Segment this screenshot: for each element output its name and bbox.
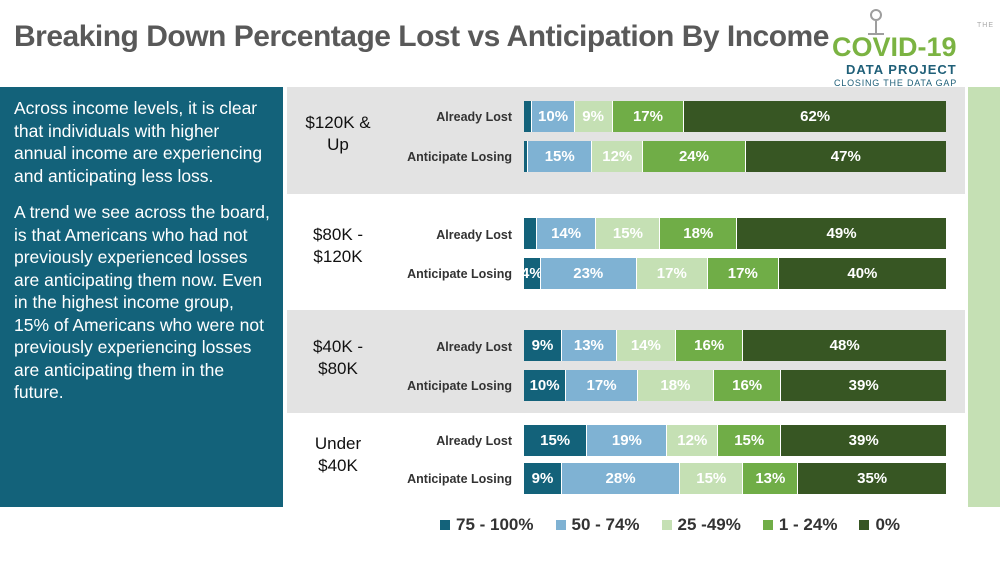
row-label-anticipate-losing: Anticipate Losing <box>407 472 512 486</box>
row-label-already-lost: Already Lost <box>436 434 512 448</box>
person-icon <box>868 9 884 35</box>
segment-0: 40% <box>778 258 946 289</box>
legend-label: 25 -49% <box>677 515 741 534</box>
segment-1-24: 18% <box>660 218 738 249</box>
segment-50-74: 10% <box>532 101 575 132</box>
segment-1-24: 16% <box>675 330 744 361</box>
segment-75-100: 10% <box>524 370 567 401</box>
group-label-40k-80k: $40K - $80K <box>312 337 364 378</box>
segment-75-100: 9% <box>524 330 562 361</box>
legend-swatch <box>555 520 566 530</box>
segment-50-74: 13% <box>561 330 617 361</box>
segment-25-49: 15% <box>680 463 744 494</box>
legend-item-1-24: 1 - 24% <box>762 515 838 535</box>
legend-label: 75 - 100% <box>456 515 534 534</box>
segment-75-100 <box>524 218 537 249</box>
legend-item-0: 0% <box>859 515 900 535</box>
segment-25-49: 18% <box>637 370 714 401</box>
segment-1-24: 17% <box>612 101 685 132</box>
insight-paragraph-1: Across income levels, it is clear that i… <box>14 98 263 186</box>
stacked-bar: 15% 19% 12% 15% 39% <box>524 425 946 456</box>
stacked-bar: 9% 13% 14% 16% 48% <box>524 330 946 361</box>
logo-the-text: THE <box>977 22 994 29</box>
logo-sub-text: DATA PROJECT <box>846 62 957 77</box>
segment-50-74: 14% <box>536 218 597 249</box>
segment-25-49: 12% <box>592 141 644 172</box>
segment-1-24: 15% <box>718 425 782 456</box>
segment-25-49: 15% <box>596 218 661 249</box>
chart-legend: 75 - 100% 50 - 74% 25 -49% 1 - 24% 0% <box>440 514 922 536</box>
row-label-already-lost: Already Lost <box>436 110 512 124</box>
stacked-bar: 15% 12% 24% 47% <box>524 141 946 172</box>
logo-tagline: CLOSING THE DATA GAP <box>834 78 958 88</box>
segment-0: 39% <box>781 370 946 401</box>
right-accent-strip <box>968 87 1000 507</box>
segment-1-24: 16% <box>713 370 782 401</box>
segment-25-49: 12% <box>667 425 719 456</box>
legend-swatch <box>440 520 450 530</box>
segment-75-100: 4% <box>524 258 541 289</box>
segment-25-49: 9% <box>574 101 613 132</box>
row-label-anticipate-losing: Anticipate Losing <box>407 267 512 281</box>
stacked-bar: 9% 28% 15% 13% 35% <box>524 463 946 494</box>
stacked-bar: 4%23%17%17%40% <box>524 258 946 289</box>
segment-0: 35% <box>798 463 946 494</box>
legend-label: 50 - 74% <box>571 515 640 534</box>
legend-swatch <box>859 520 870 530</box>
row-label-anticipate-losing: Anticipate Losing <box>407 150 512 164</box>
group-label-80k-120k: $80K - $120K <box>312 225 364 266</box>
row-label-anticipate-losing: Anticipate Losing <box>407 379 512 393</box>
insight-sidebar: Across income levels, it is clear that i… <box>0 87 283 507</box>
row-label-already-lost: Already Lost <box>436 228 512 242</box>
segment-0: 49% <box>737 218 946 249</box>
stacked-bar: 10% 9% 17% 62% <box>524 101 946 132</box>
segment-50-74: 15% <box>528 141 593 172</box>
segment-75-100: 15% <box>524 425 588 456</box>
segment-50-74: 17% <box>566 370 638 401</box>
segment-75-100 <box>524 101 533 132</box>
segment-1-24: 17% <box>707 258 779 289</box>
segment-1-24: 13% <box>743 463 799 494</box>
legend-item-75-100: 75 - 100% <box>440 515 534 535</box>
segment-50-74: 28% <box>561 463 681 494</box>
legend-label: 0% <box>875 515 901 534</box>
segment-50-74: 19% <box>587 425 668 456</box>
stacked-bar: 10% 17% 18% 16% 39% <box>524 370 946 401</box>
segment-0: 47% <box>745 141 946 172</box>
segment-75-100 <box>524 141 529 172</box>
segment-0: 39% <box>781 425 946 456</box>
segment-25-49: 17% <box>636 258 708 289</box>
legend-item-25-49: 25 -49% <box>661 515 741 535</box>
page-title: Breaking Down Percentage Lost vs Anticip… <box>14 20 829 53</box>
row-label-already-lost: Already Lost <box>436 340 512 354</box>
segment-0: 48% <box>743 330 946 361</box>
logo-main-text: COVID-19 <box>832 32 957 62</box>
stacked-bar: 14% 15% 18% 49% <box>524 218 946 249</box>
legend-label: 1 - 24% <box>778 515 838 534</box>
covid19-data-project-logo: THE COVID-19 DATA PROJECT CLOSING THE DA… <box>826 8 996 88</box>
legend-item-50-74: 50 - 74% <box>555 515 640 535</box>
insight-paragraph-2: A trend we see across the board, is that… <box>14 202 270 402</box>
segment-0: 62% <box>684 101 946 132</box>
legend-swatch <box>661 520 672 530</box>
group-label-under-40k: Under $40K <box>314 434 362 475</box>
segment-1-24: 24% <box>643 141 746 172</box>
group-label-120k-up: $120K & Up <box>305 113 371 154</box>
legend-swatch <box>762 520 773 530</box>
segment-25-49: 14% <box>616 330 676 361</box>
segment-75-100: 9% <box>524 463 562 494</box>
band-80k-120k <box>287 194 965 310</box>
segment-50-74: 23% <box>540 258 637 289</box>
